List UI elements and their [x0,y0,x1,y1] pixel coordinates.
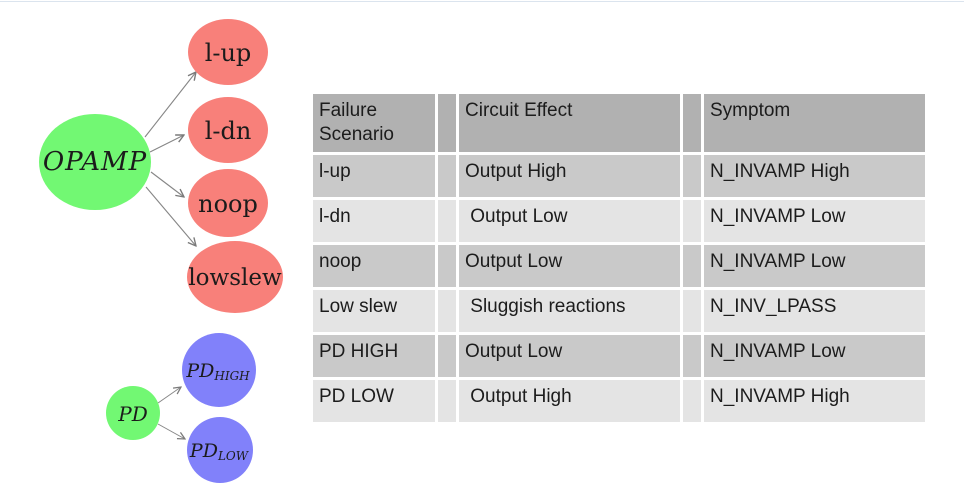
symptom-cell: N_INV_LPASS [704,290,925,332]
spacer-cell [683,335,701,377]
pdlow-node-label: PDLOW [189,440,250,463]
slide-top-border [0,1,964,2]
failure-cell: l-dn [313,200,435,242]
spacer-cell [438,155,456,197]
noop-node [188,169,268,237]
failure-scenario-table: Failure Scenario Circuit Effect Symptom … [313,94,925,422]
effect-cell: Output High [459,380,680,422]
spacer-cell [438,245,456,287]
spacer-cell [438,200,456,242]
opamp-node [39,114,151,210]
effect-cell: Output Low [459,200,680,242]
fault-tree-diagram: OPAMP l-up l-dn noop lowslew PD PDHIGH P… [39,19,283,483]
symptom-cell: N_INVAMP Low [704,245,925,287]
edge-pd-pdhigh [157,387,181,404]
header-failure-scenario: Failure Scenario [313,94,435,152]
edge-opamp-lup [144,72,196,138]
effect-cell: Output Low [459,335,680,377]
symptom-cell: N_INVAMP High [704,380,925,422]
effect-cell: Output Low [459,245,680,287]
spacer-cell [438,290,456,332]
spacer-cell [683,155,701,197]
spacer-cell [683,245,701,287]
spacer-cell [683,200,701,242]
edge-opamp-ldn [149,135,184,153]
pd-node-label: PD [117,402,148,426]
failure-cell: noop [313,245,435,287]
header-spacer-cell [683,94,701,152]
opamp-node-label: OPAMP [43,147,147,177]
spacer-cell [438,335,456,377]
failure-cell: PD LOW [313,380,435,422]
spacer-cell [683,380,701,422]
header-symptom: Symptom [704,94,925,152]
ldn-node [188,97,268,163]
symptom-cell: N_INVAMP Low [704,200,925,242]
spacer-cell [683,290,701,332]
pd-node [106,386,160,440]
pd-edges [157,387,185,439]
failure-cell: Low slew [313,290,435,332]
edge-opamp-lowslew [145,186,196,246]
symptom-cell: N_INVAMP Low [704,335,925,377]
ldn-node-label: l-dn [205,117,252,145]
lowslew-node [187,241,283,313]
lup-node-label: l-up [205,39,252,67]
edge-pd-pdlow [157,423,185,439]
pdlow-node [187,417,253,483]
header-spacer-cell [438,94,456,152]
effect-cell: Output High [459,155,680,197]
noop-node-label: noop [198,190,258,218]
spacer-cell [438,380,456,422]
failure-cell: PD HIGH [313,335,435,377]
effect-cell: Sluggish reactions [459,290,680,332]
pdhigh-node [182,333,256,407]
failure-cell: l-up [313,155,435,197]
header-circuit-effect: Circuit Effect [459,94,680,152]
pdhigh-node-label: PDHIGH [185,360,250,383]
symptom-cell: N_INVAMP High [704,155,925,197]
lowslew-node-label: lowslew [188,265,282,291]
lup-node [188,19,268,85]
edge-opamp-noop [150,171,184,197]
opamp-edges [144,72,196,246]
